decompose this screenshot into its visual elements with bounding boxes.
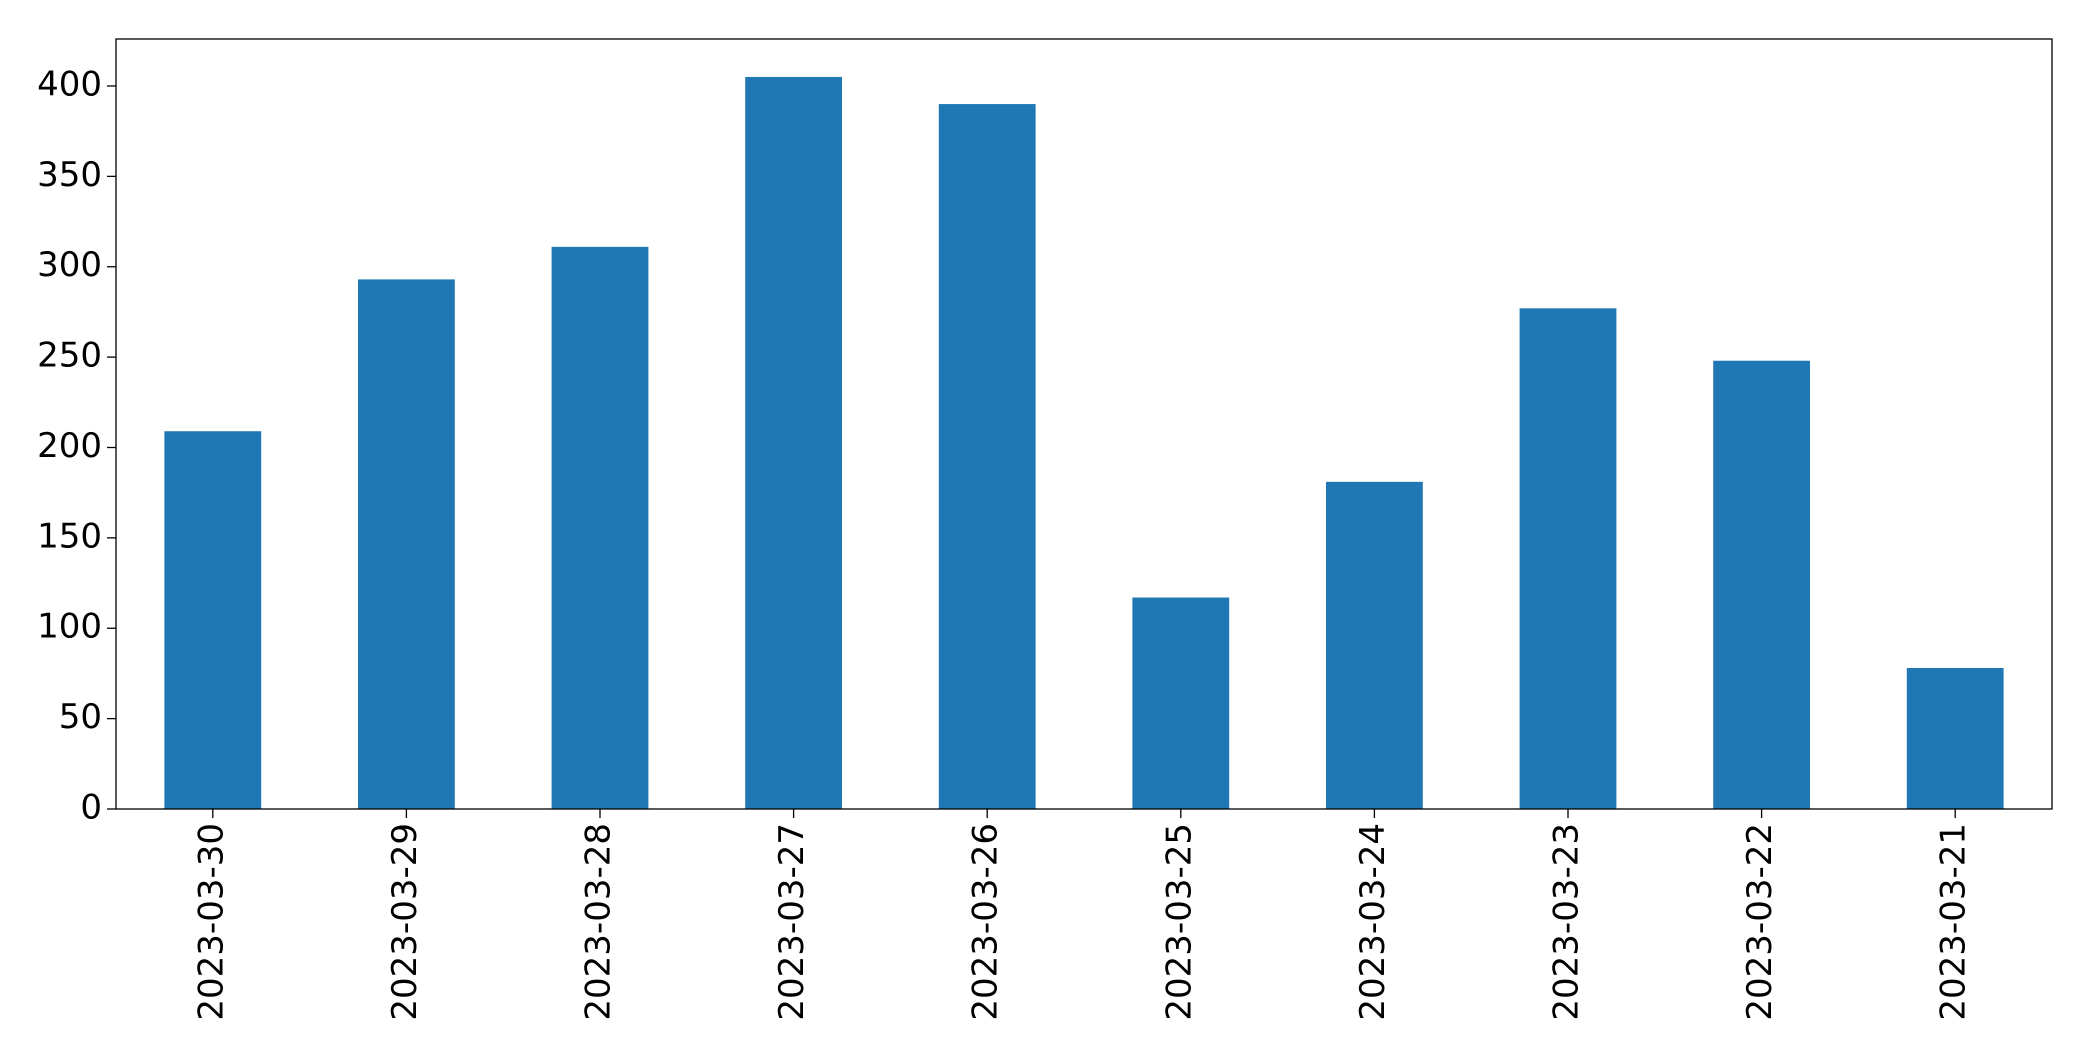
- y-tick-label: 150: [37, 516, 102, 556]
- y-tick-label: 350: [37, 155, 102, 195]
- y-tick-label: 50: [59, 697, 102, 737]
- bar: [551, 246, 649, 810]
- bar: [1713, 360, 1810, 809]
- bar: [164, 431, 262, 809]
- x-tick-label: 2023-03-25: [1159, 823, 1199, 1021]
- bar: [745, 76, 842, 809]
- bar: [1906, 668, 2004, 809]
- bar: [358, 279, 455, 809]
- x-tick-label: 2023-03-24: [1353, 823, 1393, 1021]
- y-tick-label: 0: [80, 788, 102, 828]
- plot-frame: [115, 38, 2053, 810]
- y-tick-label: 300: [37, 245, 102, 285]
- x-tick-label: 2023-03-28: [579, 823, 619, 1021]
- bar: [1519, 308, 1617, 809]
- x-tick-label: 2023-03-30: [191, 823, 231, 1021]
- x-tick-label: 2023-03-27: [772, 823, 812, 1021]
- x-tick-label: 2023-03-23: [1547, 823, 1587, 1021]
- y-tick-label: 400: [37, 64, 102, 104]
- x-tick-label: 2023-03-26: [966, 823, 1006, 1021]
- bar: [938, 104, 1036, 809]
- y-tick-label: 200: [37, 426, 102, 466]
- y-tick-label: 250: [37, 336, 102, 376]
- x-tick-label: 2023-03-29: [385, 823, 425, 1021]
- bar: [1326, 481, 1423, 809]
- y-tick-label: 100: [37, 607, 102, 647]
- x-tick-label: 2023-03-21: [1934, 823, 1974, 1021]
- x-tick-label: 2023-03-22: [1740, 823, 1780, 1021]
- bar: [1132, 597, 1230, 809]
